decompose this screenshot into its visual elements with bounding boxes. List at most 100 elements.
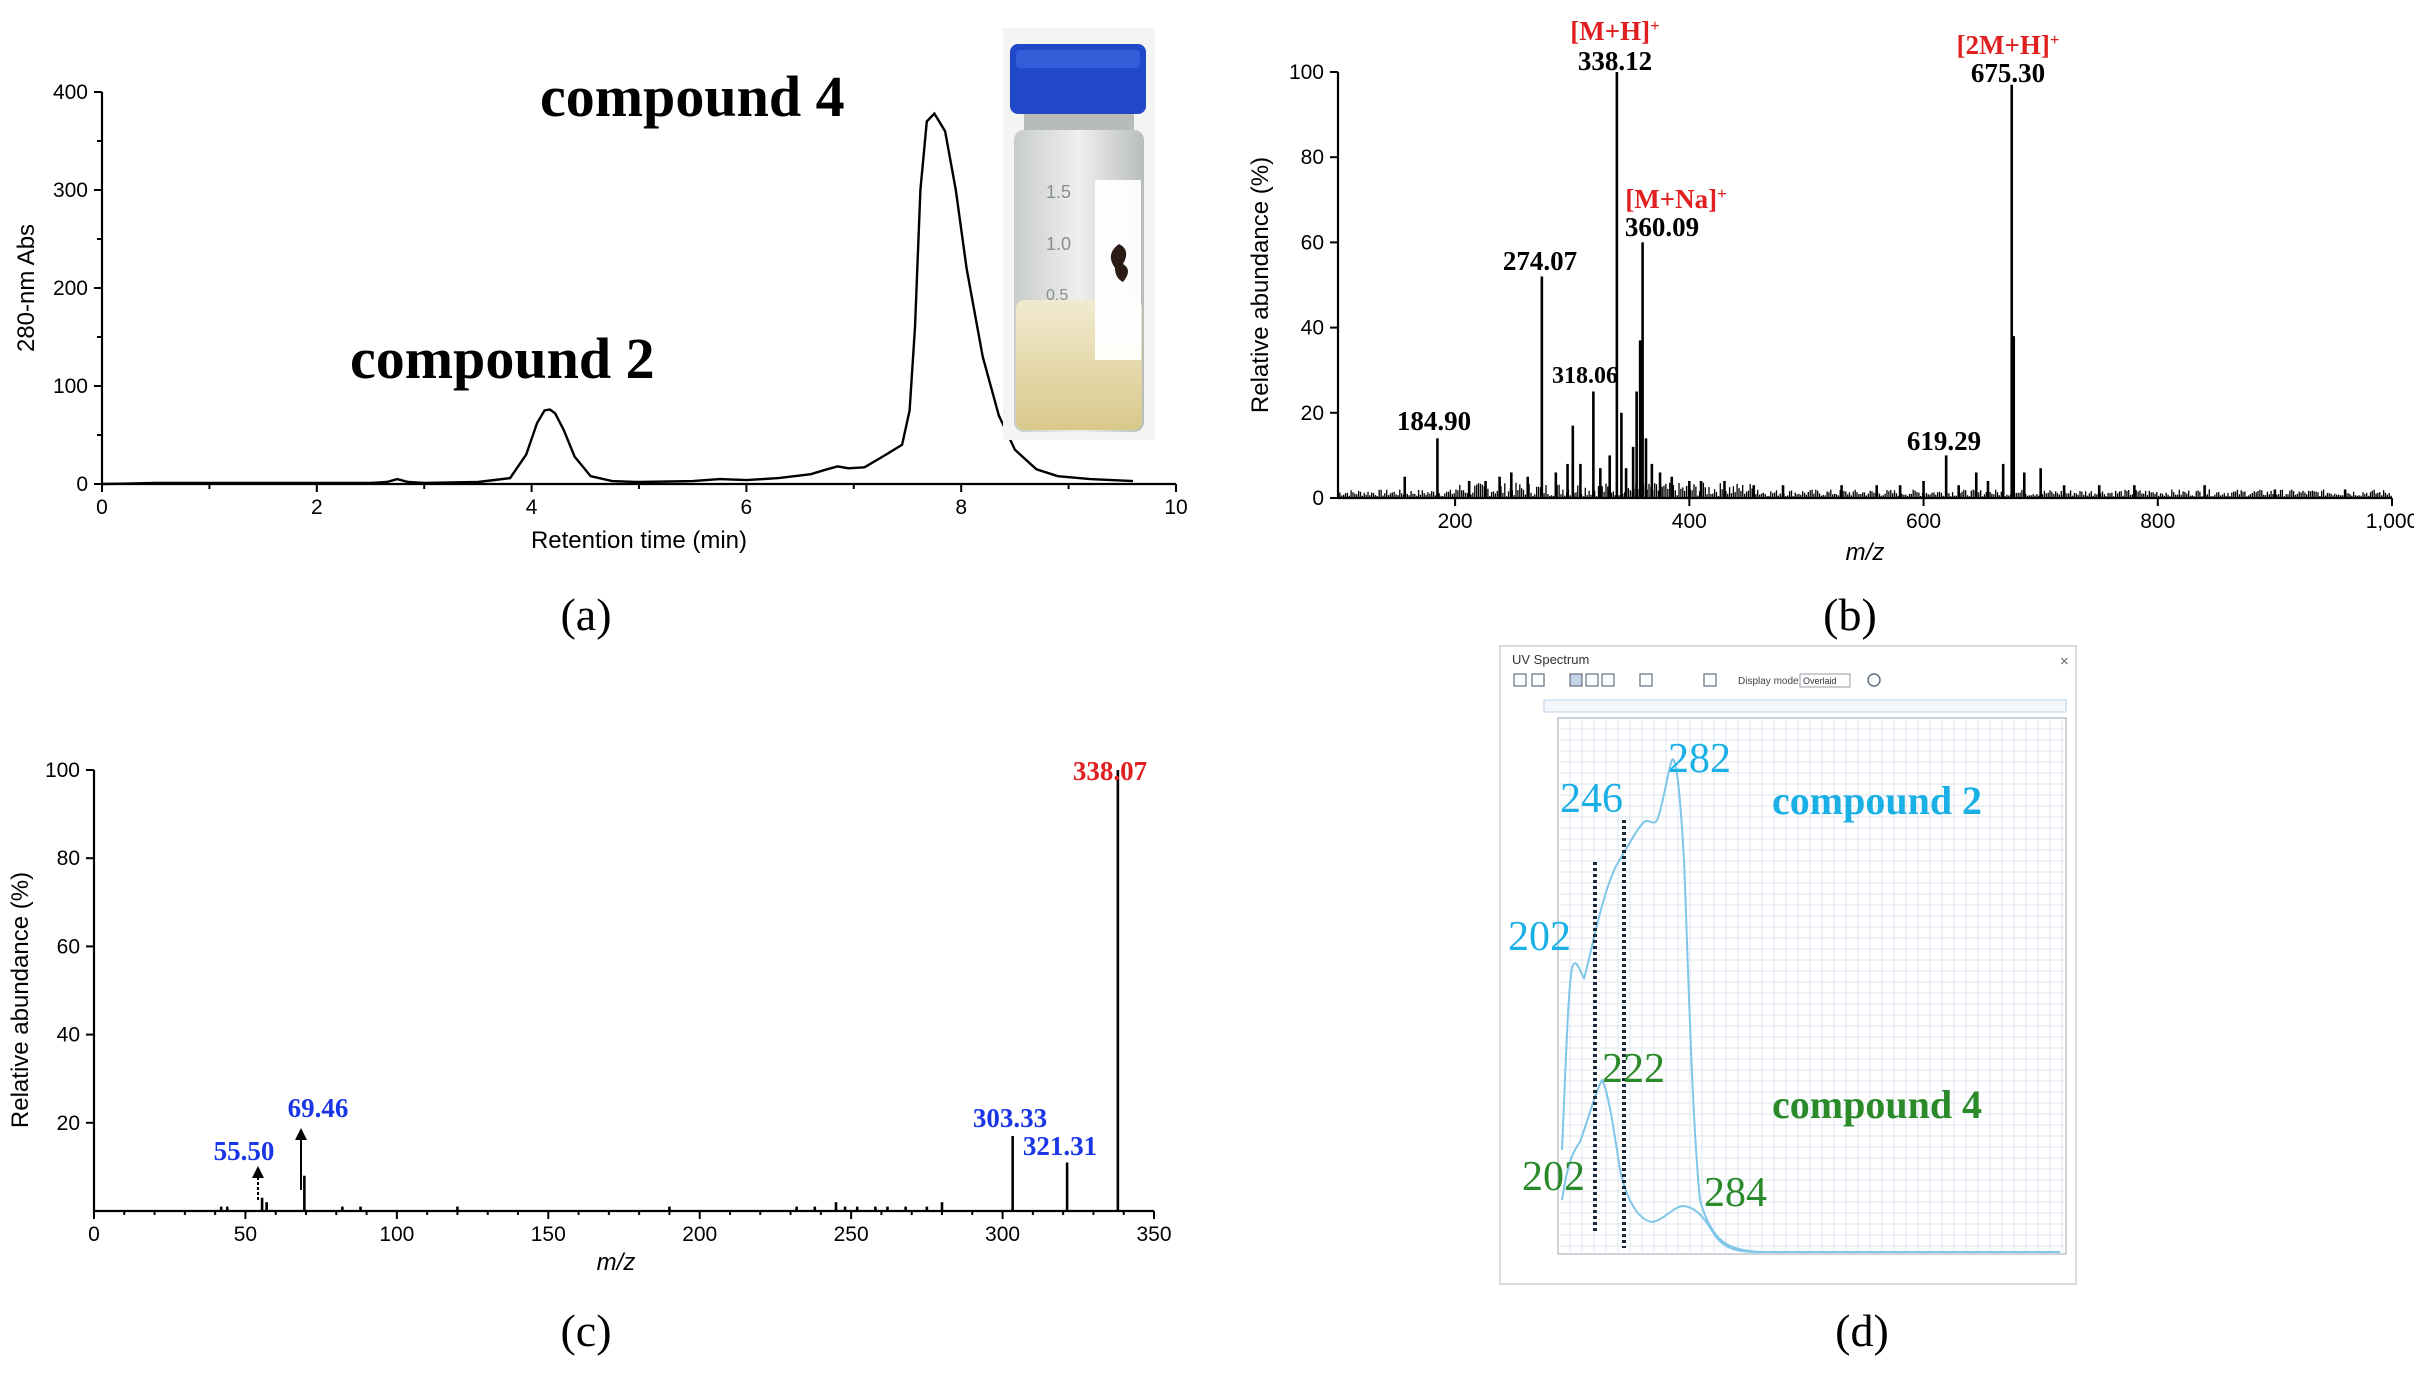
panel-a-x-tick-label: 4 [526,496,538,519]
panel-b-y-label: Relative abundance (%) [1247,157,1274,413]
panel-c-y-tick-label: 40 [57,1024,80,1047]
uv-label-202-c4: 202 [1522,1154,1585,1200]
uv-trace-compound-4 [1561,1078,2060,1253]
panel-d-sublabel: (d) [1835,1305,1889,1356]
panel-b-label-mh-ion: [M+H]+ [1570,16,1660,47]
uv-display-mode-label: Display mode: [1738,676,1801,687]
uv-close-icon[interactable]: × [2060,653,2069,670]
panel-c-x-label: m/z [597,1249,636,1276]
uv-annotate-icon[interactable] [1639,673,1653,687]
panel-b-mass-spectrum: 200 400 600 800 1,000 0 20 40 60 80 100 m/z Relati… [1247,16,2414,641]
panel-c-label-303: 303.33 [973,1103,1047,1133]
panel-c-x-tick-label: 100 [379,1223,414,1246]
panel-c-x-tick-label: 250 [834,1223,869,1246]
uv-info-bar [1543,699,2067,713]
uv-label-282: 282 [1668,736,1731,782]
panel-b-label-274: 274.07 [1503,246,1577,276]
panel-b-sublabel: (b) [1823,589,1877,640]
panel-c-label-321: 321.31 [1023,1131,1097,1161]
svg-text:1.5: 1.5 [1046,182,1071,202]
panel-b-x-tick-label: 1,000 [2366,510,2414,533]
panel-a-x-tick-label: 6 [741,496,753,519]
uv-export-icon[interactable] [1703,673,1717,687]
panel-c-x-tick-label: 150 [531,1223,566,1246]
panel-b-y-tick-label: 60 [1301,231,1324,254]
uv-zoom-icon[interactable] [1513,673,1527,687]
uv-settings-icon[interactable] [1867,673,1881,687]
uv-label-202-c2: 202 [1508,914,1571,960]
panel-a-annotation-compound-2: compound 2 [350,326,655,391]
panel-b-label-318: 318.06 [1552,363,1618,389]
panel-b-y-tick-label: 80 [1301,146,1324,169]
panel-c-x-tick-label: 50 [234,1223,257,1246]
panel-a-trace [101,111,1134,486]
uv-window-title: UV Spectrum [1512,652,1589,667]
uv-label-222: 222 [1602,1046,1665,1092]
panel-a-x-tick-label: 0 [96,496,108,519]
uv-layout-icon-2[interactable] [1585,673,1599,687]
uv-label-284: 284 [1704,1170,1767,1216]
vial-photo: 1.5 1.0 0.5 [1003,28,1155,440]
panel-a-y-tick-label: 100 [53,375,88,398]
panel-b-y-tick-label: 100 [1289,61,1324,84]
panel-d-uv-spectrum: UV Spectrum × Display mode: Overlaid 246… [1499,645,2077,1356]
panel-b-label-360: 360.09 [1625,212,1699,242]
panel-b-x-tick-label: 400 [1672,510,1707,533]
panel-c-label-55: 55.50 [214,1136,275,1166]
panel-a-sublabel: (a) [560,589,611,640]
svg-text:1.0: 1.0 [1046,234,1071,254]
panel-b-x-tick-label: 200 [1438,510,1473,533]
panel-c-y-tick-label: 20 [57,1112,80,1135]
svg-text:0.5: 0.5 [1046,287,1068,304]
uv-label-compound-2: compound 2 [1772,778,1982,823]
panel-b-label-675: 675.30 [1971,58,2045,88]
panel-a-y-tick-label: 300 [53,179,88,202]
uv-fit-icon[interactable] [1531,673,1545,687]
panel-a-y-tick-label: 200 [53,277,88,300]
panel-b-label-619: 619.29 [1907,426,1981,456]
panel-c-x-tick-label: 300 [985,1223,1020,1246]
panel-b-y-tick-label: 0 [1312,487,1324,510]
panel-c-label-338: 338.07 [1073,756,1147,786]
uv-label-246: 246 [1560,776,1623,822]
panel-c-x-tick-label: 200 [682,1223,717,1246]
panel-c-msms-spectrum: 0 50 100 150 200 250 300 350 20 40 60 80 100 m/z Rel… [7,756,1172,1356]
panel-b-label-mna-ion: [M+Na]+ [1625,184,1727,215]
panel-c-sublabel: (c) [560,1305,611,1356]
panel-c-label-69: 69.46 [288,1093,349,1123]
panel-a-x-tick-label: 8 [955,496,967,519]
panel-c-arrow-55 [252,1166,264,1200]
panel-b-y-tick-label: 20 [1301,402,1324,425]
uv-display-mode-select[interactable] [1799,673,1851,688]
panel-a-y-tick-label: 0 [76,473,88,496]
panel-c-x-tick-label: 350 [1136,1223,1171,1246]
uv-display-mode-value: Overlaid [1803,676,1837,686]
panel-a-y-tick-label: 400 [53,81,88,104]
panel-b-baseline-noise [1337,482,2392,498]
panel-b-x-label: m/z [1846,539,1885,566]
panel-b-label-184: 184.90 [1397,406,1471,436]
panel-c-y-tick-label: 80 [57,847,80,870]
panel-c-y-tick-label: 60 [57,935,80,958]
panel-c-x-tick-label: 0 [88,1223,100,1246]
panel-a-x-label: Retention time (min) [531,527,747,554]
panel-b-y-tick-label: 40 [1301,317,1324,340]
panel-c-y-label: Relative abundance (%) [7,872,34,1128]
panel-b-x-tick-label: 600 [1906,510,1941,533]
uv-label-compound-4: compound 4 [1772,1082,1982,1127]
uv-layout-icon-3[interactable] [1601,673,1615,687]
panel-a-y-label: 280-nm Abs [13,224,40,352]
panel-a-x-tick-label: 10 [1164,496,1187,519]
uv-toolbar: Display mode: Overlaid [1513,673,1881,688]
panel-b-x-tick-label: 800 [2140,510,2175,533]
panel-c-y-tick-label: 100 [45,759,80,782]
uv-layout-icon-1[interactable] [1569,673,1583,687]
uv-plot-area [1557,717,2067,1255]
panel-b-label-338: 338.12 [1578,46,1652,76]
panel-b-label-2mh-ion: [2M+H]+ [1956,30,2059,61]
panel-c-arrow-69 [295,1128,307,1190]
uv-trace-compound-2 [1561,758,2060,1253]
panel-a-annotation-compound-4: compound 4 [540,64,845,129]
